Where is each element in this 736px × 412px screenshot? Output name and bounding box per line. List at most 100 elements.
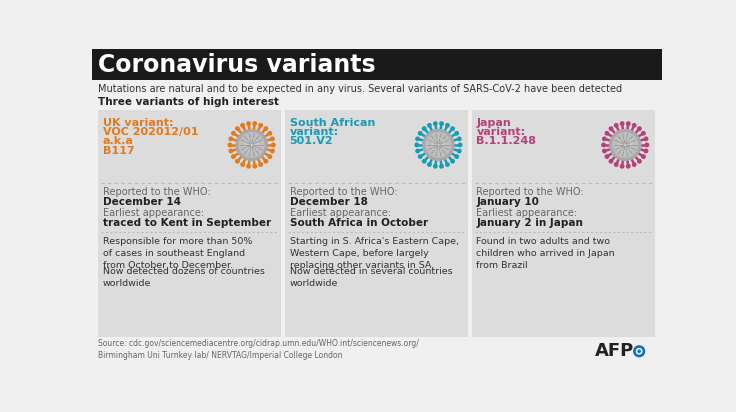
Circle shape [426, 133, 451, 157]
Text: Earliest appearance:: Earliest appearance: [476, 208, 578, 218]
Circle shape [232, 131, 235, 135]
Circle shape [613, 133, 637, 157]
FancyBboxPatch shape [472, 110, 654, 337]
Circle shape [268, 131, 272, 135]
Circle shape [236, 127, 239, 130]
Circle shape [434, 122, 437, 125]
Circle shape [241, 163, 244, 166]
Circle shape [642, 131, 645, 135]
Circle shape [615, 124, 618, 127]
Circle shape [272, 143, 275, 147]
Text: Three variants of high interest: Three variants of high interest [98, 97, 279, 107]
Text: variant:: variant: [476, 127, 526, 137]
Text: Source: cdc.gov/sciencemediacentre.org/cidrap.umn.edu/WHO.int/sciencenews.org/
B: Source: cdc.gov/sciencemediacentre.org/c… [98, 339, 419, 360]
Circle shape [609, 127, 612, 130]
Text: Starting in S. Africa's Eastern Cape,
Western Cape, before largely
replacing oth: Starting in S. Africa's Eastern Cape, We… [290, 236, 459, 270]
Circle shape [415, 143, 419, 147]
Circle shape [603, 149, 606, 153]
Circle shape [268, 155, 272, 158]
Text: Earliest appearance:: Earliest appearance: [103, 208, 204, 218]
Text: Reported to the WHO:: Reported to the WHO: [476, 187, 584, 197]
Circle shape [605, 131, 609, 135]
Text: B.1.1.248: B.1.1.248 [476, 136, 537, 146]
Circle shape [416, 149, 420, 153]
Circle shape [264, 127, 268, 130]
Circle shape [264, 159, 268, 163]
Circle shape [259, 163, 262, 166]
Circle shape [271, 149, 275, 153]
Circle shape [228, 143, 232, 147]
Text: B117: B117 [103, 146, 135, 156]
Circle shape [446, 124, 449, 127]
Circle shape [253, 164, 256, 168]
Circle shape [253, 122, 256, 125]
Circle shape [626, 164, 630, 168]
Circle shape [247, 122, 250, 125]
Circle shape [634, 346, 645, 357]
Circle shape [626, 122, 630, 125]
Circle shape [446, 163, 449, 166]
Circle shape [603, 137, 606, 140]
Circle shape [259, 124, 262, 127]
Circle shape [428, 124, 431, 127]
Text: Now detected in several countries
worldwide: Now detected in several countries worldw… [290, 267, 452, 288]
Circle shape [605, 155, 609, 158]
Circle shape [458, 137, 461, 140]
Circle shape [637, 349, 642, 354]
Circle shape [620, 164, 624, 168]
Text: Found in two adults and two
children who arrived in Japan
from Brazil: Found in two adults and two children who… [476, 236, 615, 270]
Circle shape [440, 164, 443, 168]
Circle shape [615, 163, 618, 166]
Circle shape [620, 122, 624, 125]
Circle shape [632, 163, 636, 166]
Circle shape [247, 164, 250, 168]
Text: January 2 in Japan: January 2 in Japan [476, 218, 583, 228]
Text: Earliest appearance:: Earliest appearance: [290, 208, 391, 218]
Circle shape [632, 124, 636, 127]
Circle shape [455, 131, 459, 135]
Circle shape [428, 163, 431, 166]
Circle shape [645, 143, 648, 147]
Circle shape [229, 149, 233, 153]
Text: a.k.a: a.k.a [103, 136, 134, 146]
Circle shape [239, 133, 264, 157]
Circle shape [422, 159, 426, 163]
Circle shape [423, 129, 454, 160]
Circle shape [244, 138, 258, 152]
Text: Responsible for more than 50%
of cases in southeast England
from October to Dece: Responsible for more than 50% of cases i… [103, 236, 252, 270]
Circle shape [459, 143, 461, 147]
Circle shape [236, 159, 239, 163]
Text: UK variant:: UK variant: [103, 118, 174, 128]
Circle shape [422, 127, 426, 130]
Circle shape [451, 127, 454, 130]
Circle shape [609, 129, 641, 160]
Circle shape [271, 137, 275, 140]
Text: Reported to the WHO:: Reported to the WHO: [103, 187, 210, 197]
Text: January 10: January 10 [476, 197, 539, 207]
Circle shape [637, 159, 641, 163]
Circle shape [419, 155, 422, 158]
Circle shape [232, 155, 235, 158]
Circle shape [609, 159, 612, 163]
Circle shape [458, 149, 461, 153]
Circle shape [229, 137, 233, 140]
Circle shape [451, 159, 454, 163]
Circle shape [637, 127, 641, 130]
FancyBboxPatch shape [98, 110, 281, 337]
FancyBboxPatch shape [92, 49, 662, 80]
Circle shape [440, 122, 443, 125]
Text: Japan: Japan [476, 118, 511, 128]
Circle shape [241, 124, 244, 127]
Circle shape [644, 149, 648, 153]
Text: AFP: AFP [595, 342, 634, 360]
Text: Mutations are natural and to be expected in any virus. Several variants of SARS-: Mutations are natural and to be expected… [98, 84, 623, 94]
Circle shape [434, 164, 437, 168]
Circle shape [642, 155, 645, 158]
Circle shape [602, 143, 605, 147]
Text: South Africa in October: South Africa in October [290, 218, 428, 228]
Circle shape [455, 155, 459, 158]
Text: VOC 202012/01: VOC 202012/01 [103, 127, 198, 137]
Circle shape [618, 138, 632, 152]
Circle shape [638, 350, 640, 352]
FancyBboxPatch shape [285, 110, 468, 337]
